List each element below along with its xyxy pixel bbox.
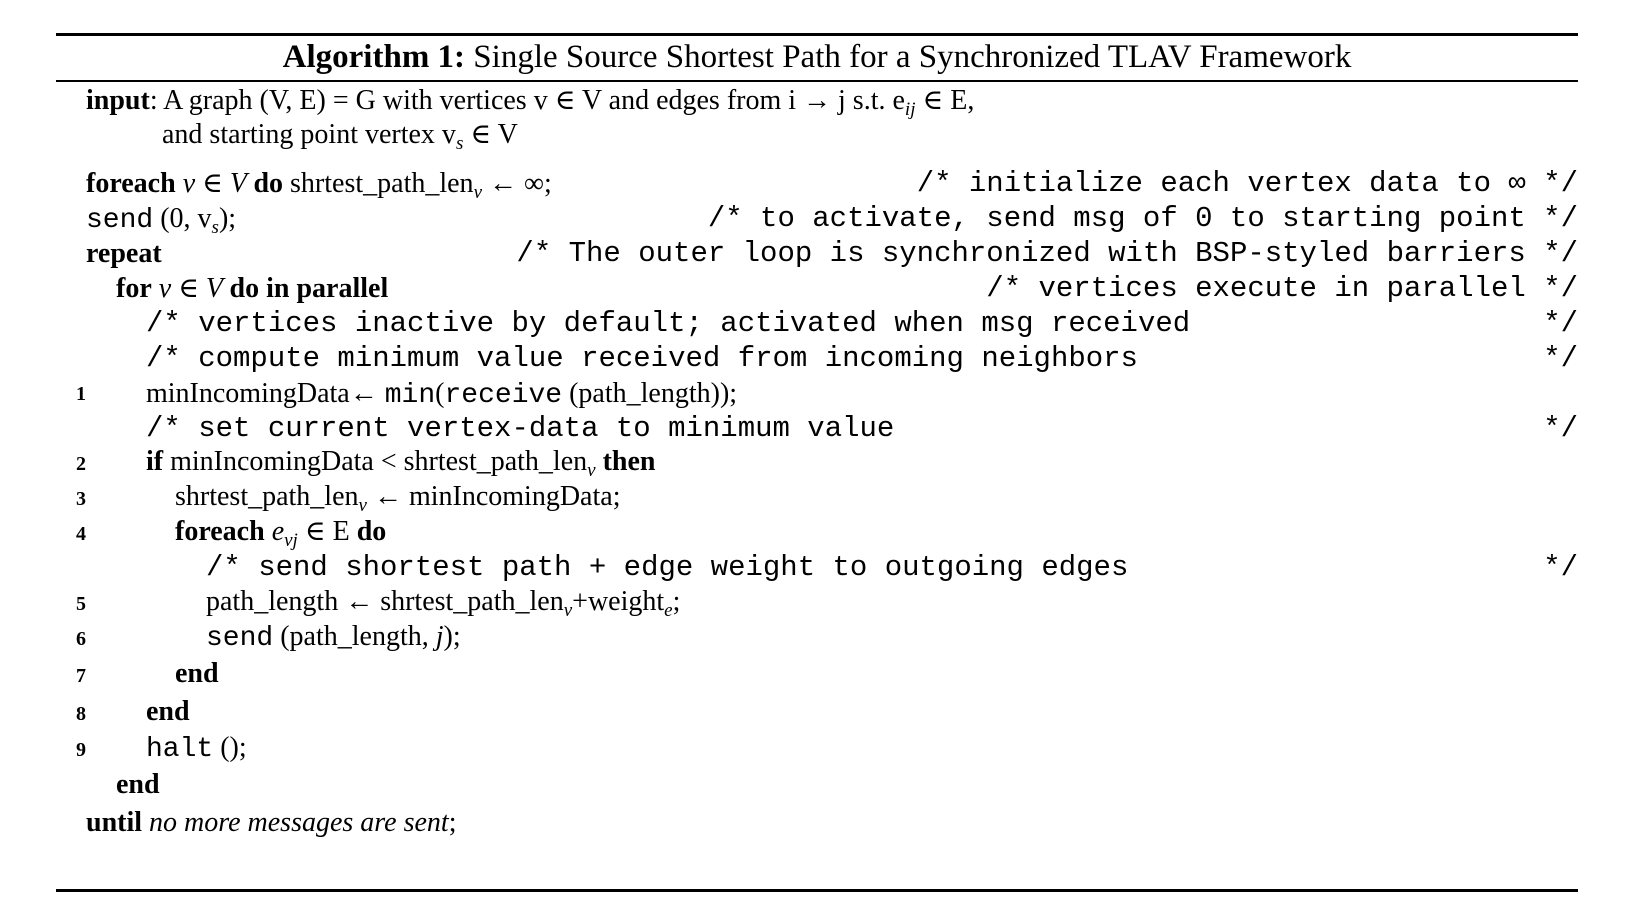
until-text: no more messages are sent [142,807,449,838]
input-line2-text: and starting point vertex v [162,119,456,150]
code-line-1: minIncomingData← min(receive (path_lengt… [146,377,737,413]
send-line: send (0, vs); [86,202,236,238]
comment-outer: /* The outer loop is synchronized with B… [516,237,1578,270]
code-line-7: end [175,657,219,691]
for-text: v ∈ V [151,273,230,304]
comment-set-end: */ [1543,412,1578,445]
comment-send: /* send shortest path + edge weight to o… [206,551,1129,584]
code-line-9: halt (); [146,731,247,767]
line-number-1: 1 [76,383,86,405]
send-args-end: ); [218,203,237,234]
algorithm-title: Algorithm 1: Single Source Shortest Path… [56,34,1578,80]
input-end: ∈ E, [915,85,975,116]
comment-compute: /* compute minimum value received from i… [146,342,1138,375]
line3-sub: v [358,495,367,516]
algorithm-label: Algorithm 1: [282,39,466,75]
send-args-sub: s [211,217,219,238]
end-keyword-7: end [175,658,219,689]
do-in-parallel-keyword: do in parallel [229,273,389,304]
send-args: (0, v [153,203,212,234]
line1-args: (path_length)); [562,378,738,409]
line4-text: e [264,516,285,547]
foreach-init-line: foreach v ∈ V do shrtest_path_lenv ← ∞; [86,167,552,203]
foreach-text: v ∈ V [175,168,254,199]
for-parallel-line: for v ∈ V do in parallel [116,272,388,306]
input-keyword: input [86,85,150,116]
input-line2-sub: s [455,133,464,154]
send-fn: send [86,205,154,236]
do-keyword-inner: do [356,516,387,547]
title-rule [56,80,1578,82]
if-keyword: if [146,446,164,477]
line5-end: ; [672,586,681,617]
comment-set: /* set current vertex-data to minimum va… [146,412,895,445]
code-line-8: end [146,695,190,729]
halt-fn: halt [146,734,214,765]
comment-compute-end: */ [1543,342,1578,375]
algorithm-title-text: Single Source Shortest Path for a Synchr… [473,39,1352,75]
code-line-2: if minIncomingData < shrtest_path_lenv t… [146,445,656,481]
line6-args: (path_length, [273,621,436,652]
foreach-keyword: foreach [86,168,176,199]
line6-send-fn: send [206,623,274,654]
until-line: until no more messages are sent; [86,806,456,840]
foreach-keyword-inner: foreach [175,516,265,547]
foreach-stmt-end: ← ∞; [482,168,552,199]
comment-parallel: /* vertices execute in parallel */ [986,272,1578,305]
input-sub: ij [904,99,916,120]
line2-sub: v [587,460,596,481]
line4-end: ∈ E [297,516,357,547]
input-line2-end: ∈ V [463,119,518,150]
halt-end: (); [213,732,247,763]
line-number-4: 4 [76,523,86,545]
line-number-3: 3 [76,488,86,510]
line-number-7: 7 [76,665,86,687]
line1-paren: ( [435,378,445,409]
line6-end: ); [443,621,461,652]
top-rule [56,33,1578,36]
input-line-2: and starting point vertex vs ∈ V [162,118,518,154]
code-line-5: path_length ← shrtest_path_lenv+weighte; [206,585,681,621]
foreach-stmt: shrtest_path_len [283,168,474,199]
line1-assign: minIncomingData← [146,378,385,409]
line-number-2: 2 [76,453,86,475]
line-number-5: 5 [76,593,86,615]
line5-text: path_length ← shrtest_path_len [206,586,564,617]
code-line-4: foreach evj ∈ E do [175,515,387,551]
line4-sub: vj [284,530,298,551]
line6-j: j [435,621,444,652]
repeat-keyword: repeat [86,238,162,269]
comment-inactive-end: */ [1543,307,1578,340]
foreach-stmt-sub: v [473,182,482,203]
line5-mid: +weight [572,586,665,617]
line5-sub2: e [664,600,673,621]
until-end: ; [448,807,457,838]
comment-send-end: */ [1543,551,1578,584]
then-keyword: then [595,446,656,477]
line-number-8: 8 [76,703,86,725]
code-line-6: send (path_length, j); [206,620,461,656]
line-number-6: 6 [76,628,86,650]
code-line-3: shrtest_path_lenv ← minIncomingData; [175,480,621,516]
line1-receive-fn: receive [444,380,563,411]
do-keyword: do [253,168,284,199]
input-line-1: input: A graph (V, E) = G with vertices … [86,84,975,120]
line1-min-fn: min [384,380,436,411]
for-keyword: for [116,273,152,304]
comment-init: /* initialize each vertex data to ∞ */ [916,167,1578,200]
end-keyword-8: end [146,696,190,727]
line5-sub: v [563,600,573,621]
end-keyword-for: end [116,769,160,800]
line3-end: ← minIncomingData; [366,481,621,512]
line-number-9: 9 [76,739,86,761]
line2-text: minIncomingData < shrtest_path_len [163,446,588,477]
line3-text: shrtest_path_len [175,481,359,512]
input-text: : A graph (V, E) = G with vertices v ∈ V… [149,85,905,116]
until-keyword: until [86,807,143,838]
comment-activate: /* to activate, send msg of 0 to startin… [707,202,1578,235]
comment-inactive: /* vertices inactive by default; activat… [146,307,1191,340]
bottom-rule [56,889,1578,892]
end-for-line: end [116,768,160,802]
repeat-line: repeat [86,237,162,271]
